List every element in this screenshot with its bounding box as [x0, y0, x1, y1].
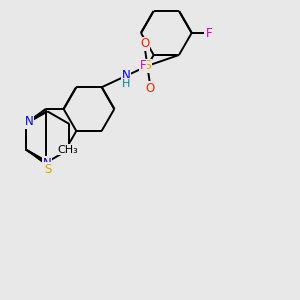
Text: F: F — [206, 27, 212, 40]
Text: N: N — [43, 157, 52, 170]
Text: N: N — [122, 69, 130, 82]
Text: F: F — [140, 59, 146, 72]
Text: H: H — [122, 79, 130, 89]
Text: O: O — [145, 82, 154, 94]
Text: S: S — [44, 163, 51, 176]
Text: N: N — [25, 115, 34, 128]
Text: S: S — [143, 59, 152, 72]
Text: O: O — [140, 37, 149, 50]
Text: CH₃: CH₃ — [58, 145, 79, 155]
